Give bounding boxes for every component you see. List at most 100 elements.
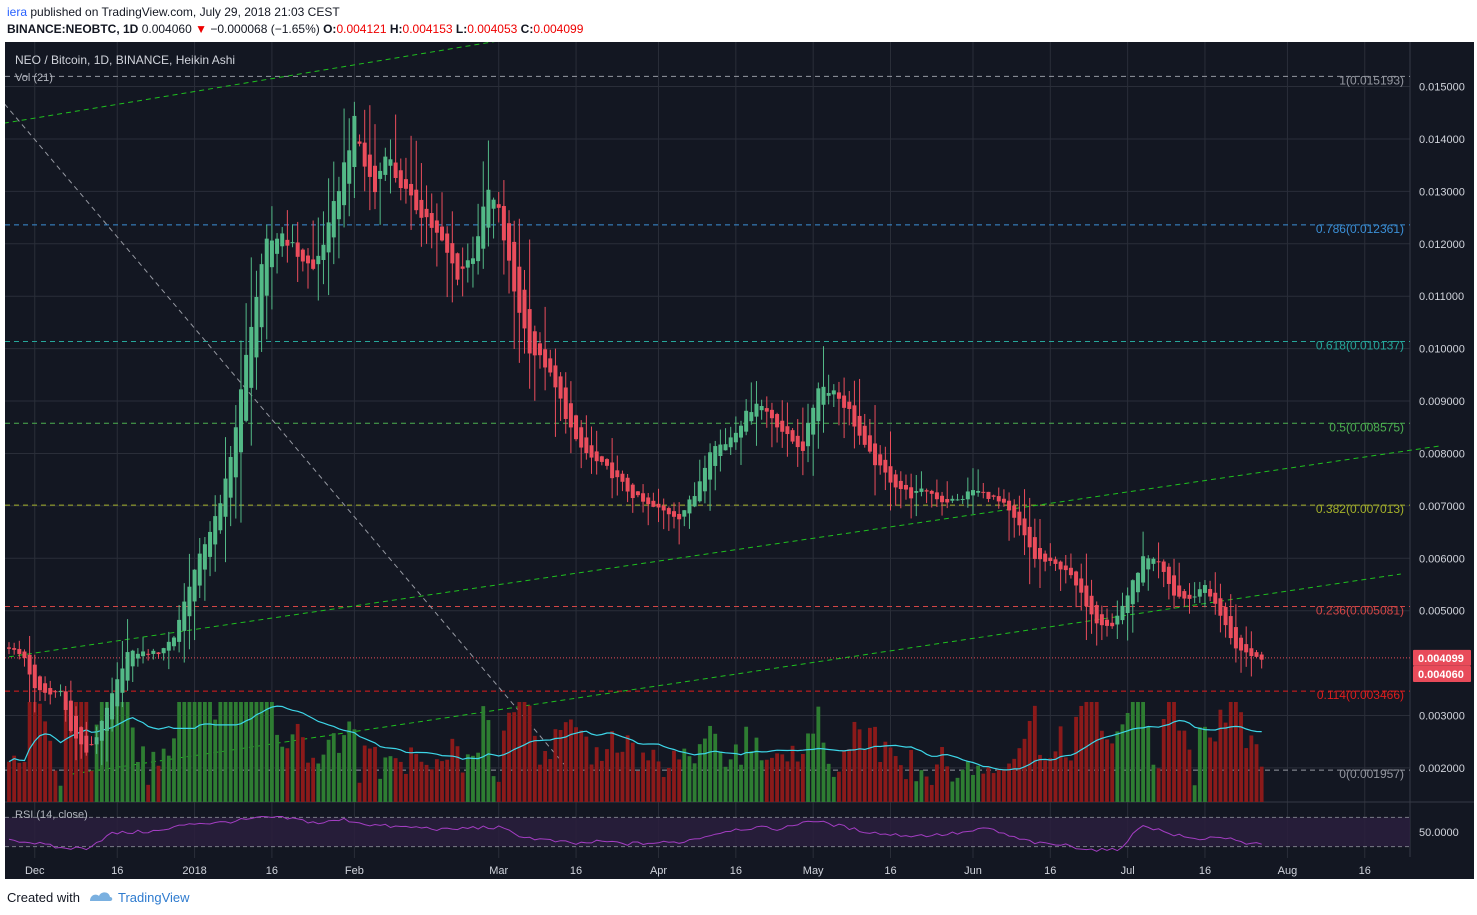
candle-body [996,496,1001,502]
time-tick-label: 16 [570,865,582,877]
volume-bar [661,777,666,802]
price-chart[interactable]: 1(0.015193) 0.786(0.012361) 0.618(0.010137… [0,25,1474,879]
time-tick-label: May [803,865,824,877]
candle-body [1027,526,1032,548]
tradingview-logo-icon[interactable] [88,888,114,907]
volume-bar [991,773,996,802]
rsi-legend: RSI (14, close) [15,809,88,821]
volume-bar [847,749,852,802]
candle-body [373,165,378,193]
candle-body [208,531,213,557]
time-tick-label: Mar [489,865,508,877]
candle-body [213,516,218,545]
candle-body [970,490,975,496]
volume-bar [687,756,692,802]
candle-body [826,393,831,396]
price-axis: 0.015000 0.014000 0.013000 0.012000 0.011000… [1413,82,1471,775]
author-link[interactable]: iera [7,5,28,19]
header: iera published on TradingView.com, July … [0,0,1477,42]
time-tick-label: 2018 [182,865,206,877]
price-tick-label: 0.013000 [1419,186,1465,198]
volume-bar [986,766,991,802]
candle-body [831,390,836,395]
volume-bar [605,749,609,802]
candle-body [202,544,207,570]
volume-bar [610,731,615,802]
candle-body [496,204,501,208]
volume-bar [249,702,254,802]
volume-bar [924,776,929,802]
volume-bar [857,729,862,802]
candle-body [1058,561,1063,570]
candle-body [934,492,939,500]
volume-bar [130,727,135,802]
volume-bar [723,766,728,802]
candle-body [79,727,84,745]
volume-bar [517,702,522,802]
candle-body [445,233,450,253]
candle-body [1135,572,1140,593]
candle-body [409,183,414,196]
candle-body [290,242,295,244]
candle-body [450,243,455,264]
fib-label: 0.114(0.003466) [1317,688,1404,702]
candle-body [419,199,424,218]
volume-bar [1115,731,1120,802]
volume-bar [259,702,264,802]
candle-body [32,664,37,689]
volume-bar [12,755,17,802]
candle-body [1094,605,1099,624]
volume-bar [749,751,754,802]
ohlc-line: BINANCE:NEOBTC, 1D 0.004060 ▼ −0.000068 … [7,22,583,36]
chart-title: NEO / Bitcoin, 1D, BINANCE, Heikin Ashi [15,53,235,67]
candle-body [878,454,883,466]
candle-body [311,259,316,269]
tradingview-link[interactable]: TradingView [118,890,190,905]
candle-body [1151,558,1156,564]
candle-body [280,233,285,247]
volume-bar [337,752,341,802]
price-tick-label: 0.002000 [1419,763,1465,775]
volume-bar [383,757,388,802]
symbol-label[interactable]: BINANCE:NEOBTC, 1D [7,22,139,36]
volume-bar [708,725,712,802]
volume-bar [275,734,279,802]
candle-body [630,484,635,499]
price-tick-label: 0.011000 [1419,291,1464,303]
rsi-pane: 50.0000 [5,815,1459,852]
volume-bar [1218,709,1223,802]
volume-bar [641,752,645,802]
volume-bar [1192,785,1197,802]
trendline [70,573,1401,775]
volume-bar [218,702,223,802]
down-arrow-icon: ▼ [195,22,207,36]
volume-bar [945,766,950,802]
candle-body [233,427,238,478]
candle-body [764,408,769,412]
volume-bar [904,779,908,802]
volume-bar [651,749,656,802]
candle-body [115,679,120,707]
volume-bar [795,761,800,802]
candle-body [666,508,671,515]
chart-area[interactable]: 1(0.015193) 0.786(0.012361) 0.618(0.010137… [0,25,1474,879]
volume-bar [465,754,470,802]
price-change: −0.000068 (−1.65%) [210,22,320,36]
volume-bar [873,726,877,802]
time-axis: Dec 16 2018 16 Feb Mar 16 Apr 16 May 16 Jun 16 Jul 16 A… [25,865,1371,877]
candle-body [17,648,22,655]
candle-body [1254,652,1259,657]
candle-body [316,255,321,265]
candle-body [342,162,347,206]
candle-body [238,389,243,453]
volume-bar [244,702,249,802]
candle-body [465,260,470,268]
volume-bar [697,744,702,802]
candle-body [1146,558,1151,570]
candle-body [651,500,656,507]
volume-bar [971,774,975,802]
volume-bar [22,761,27,802]
candle-body [58,691,63,693]
candle-body [862,425,867,445]
candle-body [960,499,965,501]
